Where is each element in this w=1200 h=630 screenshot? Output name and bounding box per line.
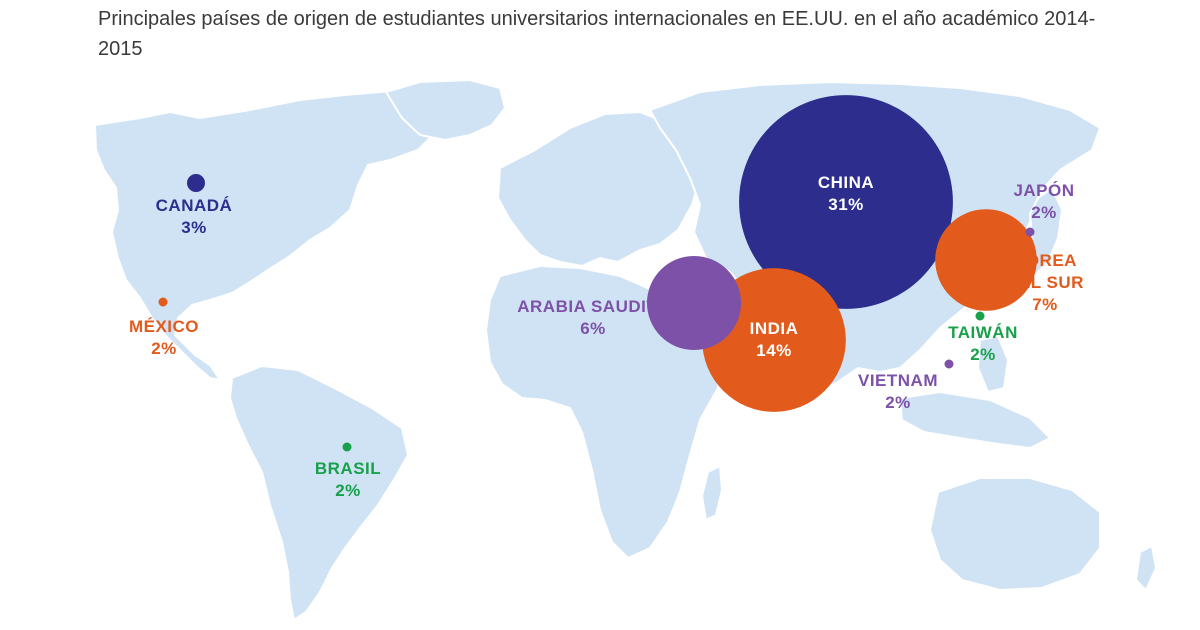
australia-landmass (928, 477, 1101, 592)
label-corea-percent: 7% (1032, 295, 1058, 314)
label-vietnam-percent: 2% (885, 393, 911, 412)
bubble-arabia-saudita (646, 255, 742, 351)
bubble-japon (1025, 227, 1035, 237)
label-taiwan-percent: 2% (970, 345, 996, 364)
south-america-landmass (228, 364, 410, 622)
label-mexico: MÉXICO 2% (118, 316, 210, 360)
bubble-corea-del-sur (935, 209, 1037, 311)
label-canada: CANADÁ 3% (146, 195, 242, 239)
label-taiwan-name: TAIWÁN (948, 323, 1018, 342)
label-brasil-percent: 2% (335, 481, 361, 500)
label-china: CHINA 31% (805, 172, 887, 216)
label-corea-name-line1: COREA (1013, 251, 1077, 270)
label-arabia-saudita: ARABIA SAUDITA 6% (508, 296, 678, 340)
madagascar-landmass (700, 464, 724, 522)
bubble-taiwan (975, 311, 985, 321)
bubbles-layer (158, 95, 1037, 452)
label-brasil-name: BRASIL (314, 459, 382, 478)
label-canada-percent: 3% (181, 218, 207, 237)
label-india: INDIA 14% (740, 318, 808, 362)
label-corea-del-sur: COREA DEL SUR 7% (1000, 250, 1090, 316)
label-vietnam: VIETNAM 2% (850, 370, 946, 414)
label-mexico-percent: 2% (151, 339, 177, 358)
bubble-brasil (342, 442, 352, 452)
philippines-landmass (976, 334, 1010, 394)
label-china-percent: 31% (828, 195, 864, 214)
label-arabia-percent: 6% (580, 319, 606, 338)
greenland-landmass (384, 78, 507, 142)
map-title: Principales países de origen de estudian… (98, 8, 1096, 60)
label-china-name: CHINA (817, 173, 875, 192)
label-japon-name: JAPÓN (1013, 181, 1075, 200)
label-japon: JAPÓN 2% (1005, 180, 1083, 224)
new-zealand-landmass (1134, 544, 1158, 592)
label-mexico-name: MÉXICO (128, 317, 200, 336)
europe-landmass (496, 110, 702, 268)
label-corea-name-line2: DEL SUR (1006, 273, 1084, 292)
southeast-asia-islands-landmass (898, 390, 1052, 450)
north-america-landmass (93, 86, 452, 382)
label-india-percent: 14% (756, 341, 792, 360)
label-japon-percent: 2% (1031, 203, 1057, 222)
bubble-canada (187, 174, 205, 192)
label-india-name: INDIA (749, 319, 799, 338)
label-canada-name: CANADÁ (155, 196, 233, 215)
label-vietnam-name: VIETNAM (858, 371, 938, 390)
label-brasil: BRASIL 2% (306, 458, 390, 502)
bubble-vietnam (944, 359, 954, 369)
label-arabia-name: ARABIA SAUDITA (517, 297, 669, 316)
bubble-china (739, 95, 953, 309)
label-taiwan: TAIWÁN 2% (938, 322, 1028, 366)
bubble-mexico (158, 297, 168, 307)
